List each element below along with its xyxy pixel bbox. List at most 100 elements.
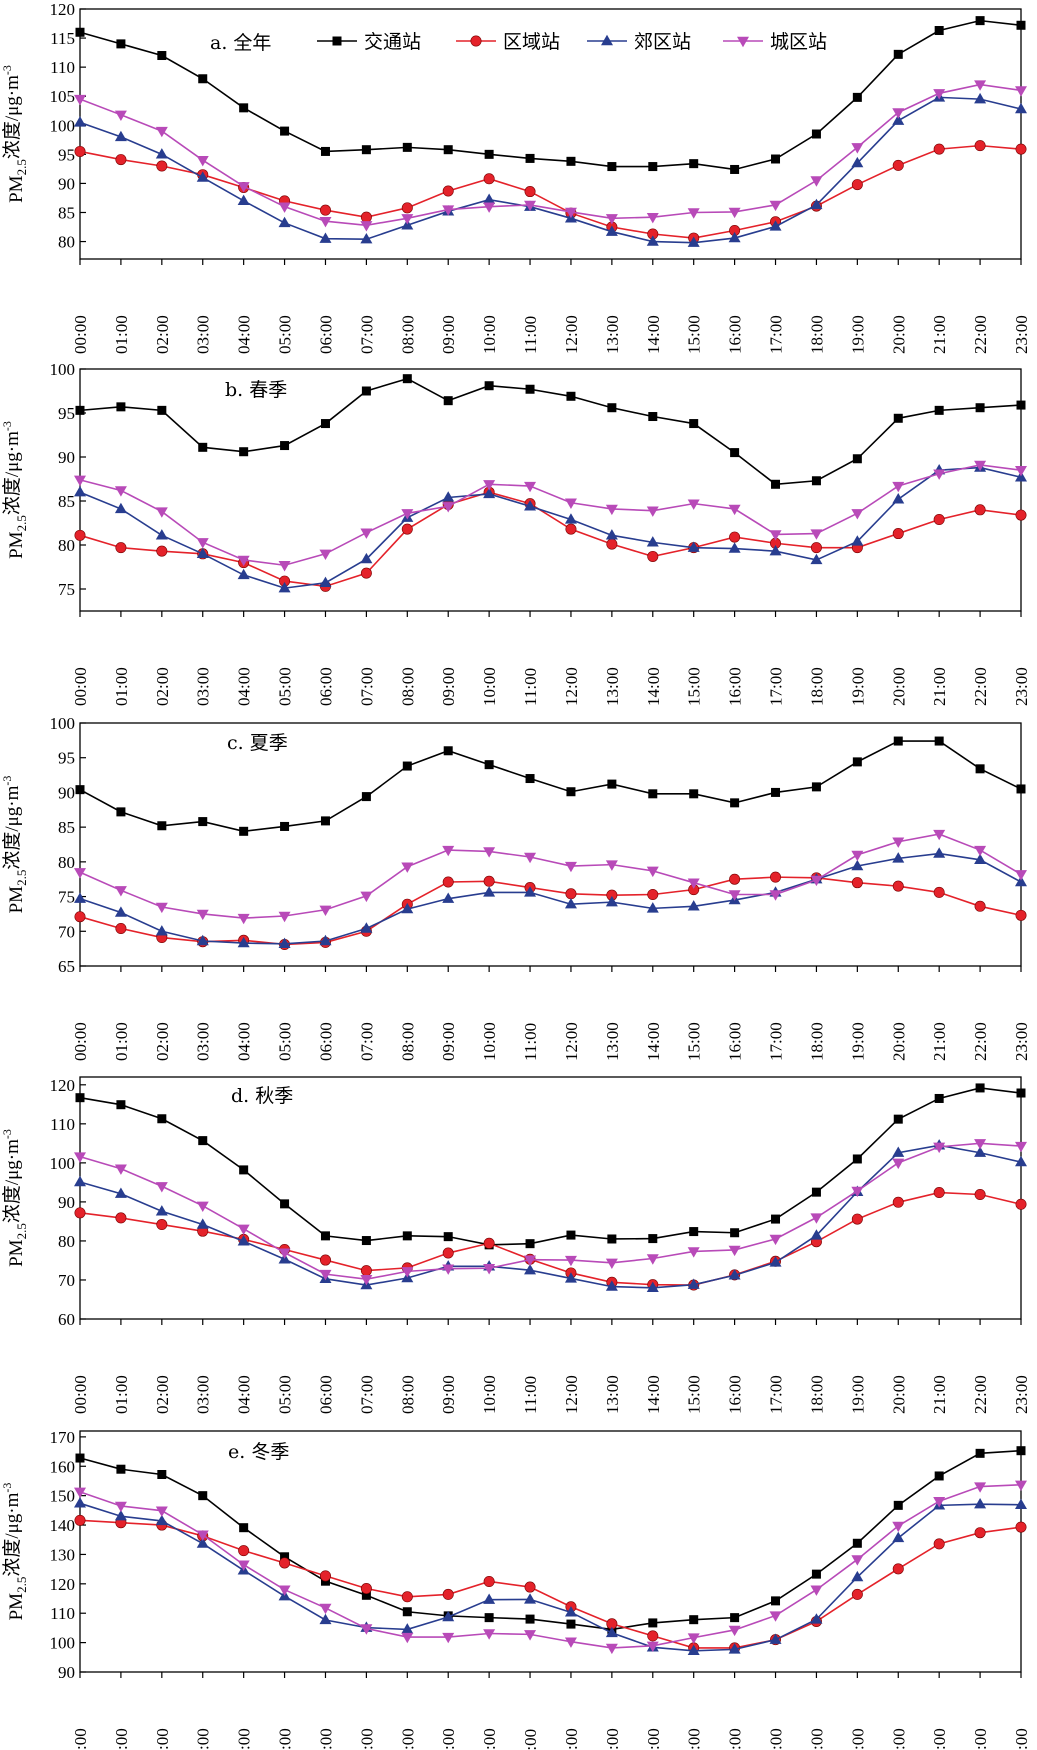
data-point [564,861,577,873]
data-point [729,531,741,543]
data-point [484,1613,494,1623]
data-point [319,1613,332,1625]
data-point [402,761,412,771]
x-tick-label: 12:00 [562,1022,581,1061]
data-point [975,764,985,774]
x-tick-label: 13:00 [603,1022,622,1061]
data-point [155,1514,168,1526]
data-point [892,1521,905,1533]
data-point [646,235,659,246]
data-point [278,937,291,948]
data-point [114,1187,127,1198]
series-line-交通站 [79,1449,1022,1631]
data-point [687,878,700,889]
data-point [933,89,946,100]
series-line-交通站 [79,19,1022,171]
x-tick-label: 19:00 [848,1728,867,1750]
data-point [934,1093,944,1103]
data-point [116,807,126,817]
legend-item: 交通站 [317,31,421,53]
data-point [892,1146,905,1157]
data-point [892,1531,905,1543]
panel-title: e. 冬季 [228,1441,289,1463]
data-point [442,1588,454,1600]
x-tick-label: 02:00 [153,315,172,354]
data-point [564,1255,577,1267]
data-point [319,576,332,588]
data-point [1015,1480,1027,1491]
x-tick-label: 23:00 [1012,315,1031,354]
y-axis-label-sub: 2.5 [14,1223,29,1239]
x-tick-label: 03:00 [194,1728,213,1750]
data-point [401,1632,414,1644]
data-point [361,792,371,802]
data-point [810,553,823,565]
data-point [74,1497,86,1508]
x-tick-label: 18:00 [807,315,826,354]
data-point [196,1201,209,1213]
series-line-城区站 [79,83,1022,227]
x-tick-label: 11:00 [521,668,540,706]
legend-marker [470,35,482,47]
x-tick-label: 04:00 [235,1728,254,1750]
chart-panel-3: 60 70 80 90 100 110 120 00:00 01:00 02:00 03:00 04:… [0,1076,1031,1414]
x-tick-label: 17:00 [767,1375,786,1414]
x-tick-label: 15:00 [685,1375,704,1414]
data-point [116,39,126,49]
data-point [646,1641,659,1653]
x-tick-label: 18:00 [807,1022,826,1061]
data-point [157,1114,167,1124]
data-point [851,850,864,862]
data-point [74,1487,86,1499]
y-tick-label: 75 [58,888,75,907]
data-point [975,16,985,26]
data-point [687,1278,700,1289]
data-point [851,1588,863,1600]
data-point [442,892,455,903]
data-point [566,391,576,401]
data-point [689,1227,699,1237]
data-point [1015,1498,1027,1509]
x-tick-label: 09:00 [439,315,458,354]
data-point [361,1236,371,1246]
data-point [892,528,904,540]
x-tick-label: 10:00 [480,1022,499,1061]
panel-title: a. 全年 [210,32,271,54]
data-point [443,145,453,155]
legend: 交通站 区域站 郊区站 城区站 [317,31,827,53]
data-point [852,1154,862,1164]
x-tick-label: 14:00 [644,315,663,354]
data-point [237,1235,250,1246]
data-point [278,216,291,228]
x-tick-label: 23:00 [1012,1728,1031,1750]
x-tick-label: 05:00 [276,315,295,354]
data-point [1015,86,1027,97]
data-point [974,460,987,472]
data-point [974,845,987,857]
data-point [74,892,86,903]
data-point [483,1264,496,1275]
x-tick-label: 10:00 [480,667,499,706]
data-point [769,200,782,212]
y-tick-label: 105 [50,87,76,106]
data-point [155,925,168,936]
data-point [524,1255,537,1266]
data-point [687,499,700,510]
x-tick-label: 21:00 [930,315,949,354]
panel-title: d. 秋季 [231,1085,293,1107]
data-point [933,1187,945,1199]
y-tick-label: 140 [50,1516,76,1535]
y-tick-label: 70 [58,922,75,941]
y-tick-label: 95 [58,145,75,164]
series-line-郊区站 [79,1502,1022,1652]
data-point [810,1613,823,1624]
y-axis-label: PM2.5浓度/μg·m-3 [0,1483,29,1621]
data-point [771,1214,781,1224]
data-point [196,547,209,558]
series-line-郊区站 [79,1144,1022,1289]
x-tick-label: 03:00 [194,667,213,706]
y-tick-label: 120 [50,1076,76,1095]
x-tick-label: 01:00 [112,1728,131,1750]
data-point [442,1247,454,1259]
data-point [280,126,290,136]
